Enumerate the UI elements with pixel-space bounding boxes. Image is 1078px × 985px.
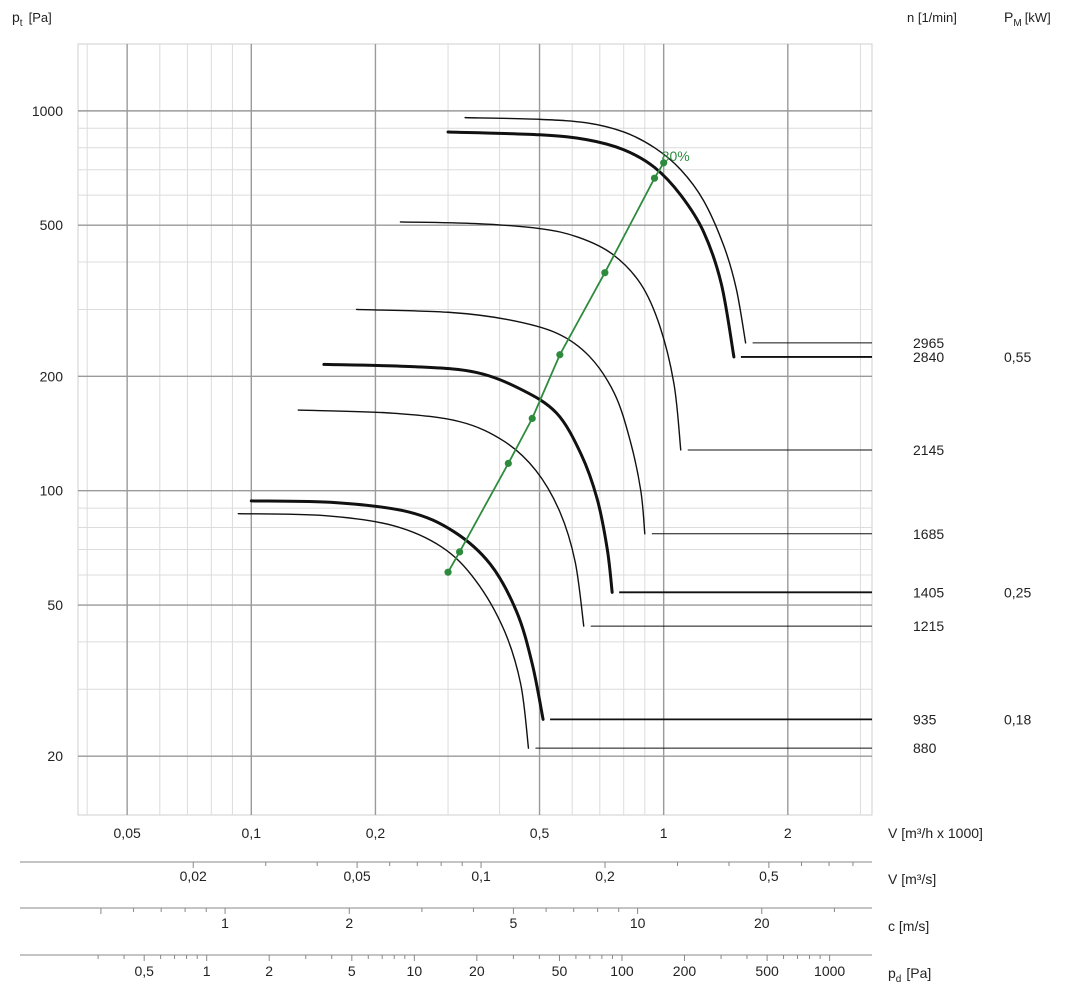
x-tick-label: 0,05 [114,825,141,841]
axis-labels: pt [Pa] n [1/min] PM [kW] V [m³/h x 1000] [12,9,1051,841]
speed-label-2145: 2145 [913,442,944,458]
speed-label-880: 880 [913,740,937,756]
speed-column-header: n [1/min] [907,10,957,25]
efficiency-point [528,414,536,423]
power-label-2840: 0,55 [1004,349,1031,365]
scale-tick-label: 5 [348,963,356,979]
efficiency-label: 80% [662,148,690,164]
tick-labels: 0,05 0,1 0,2 0,5 1 2 20 50 100 200 500 1000 [32,103,792,841]
scale-tick-label: 20 [754,915,770,931]
x-tick-label: 0,2 [366,825,386,841]
scale-tick-label: 10 [407,963,423,979]
minor-grid [77,43,873,816]
y-tick-label: 20 [47,748,63,764]
scale-tick-label: 10 [630,915,646,931]
y-axis-title: pt [Pa] [12,9,52,29]
scale-tick-label: 0,5 [134,963,154,979]
scale-tick-label: 100 [610,963,634,979]
efficiency-point [650,174,659,182]
efficiency-point [504,459,512,467]
y-tick-label: 200 [40,368,64,384]
y-tick-label: 50 [47,597,63,613]
scale-tick-label: 1000 [814,963,845,979]
scale-tick-label: 5 [510,915,518,931]
scale-tick-label: 1 [203,963,211,979]
scale-tick-label: 0,1 [471,868,491,884]
fan-curve-2145 [399,221,682,451]
scale-tick-label: 200 [673,963,697,979]
scale-tick-label: 50 [552,963,568,979]
plot-frame [77,43,873,816]
fan-curve-1405 [322,362,614,594]
x-axis-title: V [m³/h x 1000] [888,825,983,841]
efficiency-point [456,548,464,556]
speed-label-1405: 1405 [913,584,944,600]
y-tick-label: 100 [40,483,64,499]
speed-label-2965: 2965 [913,335,944,351]
speed-label-2840: 2840 [913,349,944,365]
speed-label-1685: 1685 [913,526,944,542]
fan-curve-2840 [446,130,736,359]
fan-curve-2965 [464,116,747,344]
efficiency-line: 80% [444,148,690,576]
efficiency-point [660,159,668,167]
efficiency-point [601,269,609,277]
secondary-scales: 0,02 0,05 0,1 0,2 0,5 V [m³/s] 1 2 5 10 20 c [m/s] 0… [20,861,936,985]
fan-curve-1685 [355,308,646,535]
scale-title: pd [Pa] [888,965,931,985]
efficiency-polyline [447,162,665,573]
x-tick-label: 0,5 [530,825,550,841]
scale-tick-label: 2 [265,963,273,979]
scale-tick-label: 20 [469,963,485,979]
scale-tick-label: 0,2 [595,868,615,884]
x-tick-label: 2 [784,825,792,841]
scale-tick-label: 0,02 [180,868,207,884]
scale-tick-label: 0,05 [343,868,370,884]
scale-title: V [m³/s] [888,871,936,887]
power-label-935: 0,18 [1004,711,1031,727]
power-label-1405: 0,25 [1004,584,1031,600]
major-grid [78,44,872,815]
speed-label-1215: 1215 [913,618,944,634]
x-tick-label: 1 [660,825,668,841]
efficiency-point [444,568,452,576]
scale-tick-label: 500 [755,963,779,979]
scale-tick-label: 0,5 [759,868,779,884]
efficiency-point [556,351,564,359]
fan-curve-1215 [297,409,585,627]
power-column-header: PM [kW] [1004,9,1051,29]
y-tick-label: 500 [40,217,64,233]
scale-tick-label: 1 [221,915,229,931]
scale-tick-label: 2 [345,915,353,931]
scale-title: c [m/s] [888,918,929,934]
y-tick-label: 1000 [32,103,63,119]
x-tick-label: 0,1 [242,825,262,841]
speed-label-935: 935 [913,711,937,727]
